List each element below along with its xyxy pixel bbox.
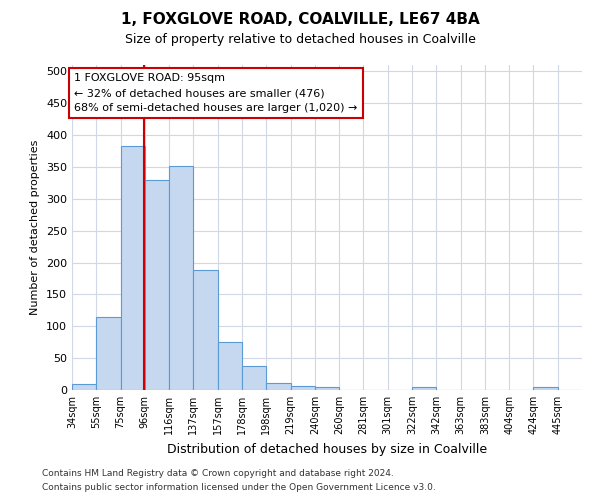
X-axis label: Distribution of detached houses by size in Coalville: Distribution of detached houses by size …	[167, 442, 487, 456]
Bar	[412, 387, 436, 390]
Bar	[266, 383, 290, 390]
Text: Contains public sector information licensed under the Open Government Licence v3: Contains public sector information licen…	[42, 484, 436, 492]
Y-axis label: Number of detached properties: Number of detached properties	[31, 140, 40, 315]
Bar	[193, 270, 218, 390]
Bar	[218, 342, 242, 390]
Bar	[121, 146, 145, 390]
Text: 1, FOXGLOVE ROAD, COALVILLE, LE67 4BA: 1, FOXGLOVE ROAD, COALVILLE, LE67 4BA	[121, 12, 479, 28]
Bar	[315, 388, 339, 390]
Text: Contains HM Land Registry data © Crown copyright and database right 2024.: Contains HM Land Registry data © Crown c…	[42, 468, 394, 477]
Bar	[145, 180, 169, 390]
Text: Size of property relative to detached houses in Coalville: Size of property relative to detached ho…	[125, 32, 475, 46]
Bar	[96, 318, 121, 390]
Bar	[242, 366, 266, 390]
Bar	[533, 387, 558, 390]
Text: 1 FOXGLOVE ROAD: 95sqm
← 32% of detached houses are smaller (476)
68% of semi-de: 1 FOXGLOVE ROAD: 95sqm ← 32% of detached…	[74, 74, 358, 113]
Bar	[169, 166, 193, 390]
Bar	[290, 386, 315, 390]
Bar	[72, 384, 96, 390]
